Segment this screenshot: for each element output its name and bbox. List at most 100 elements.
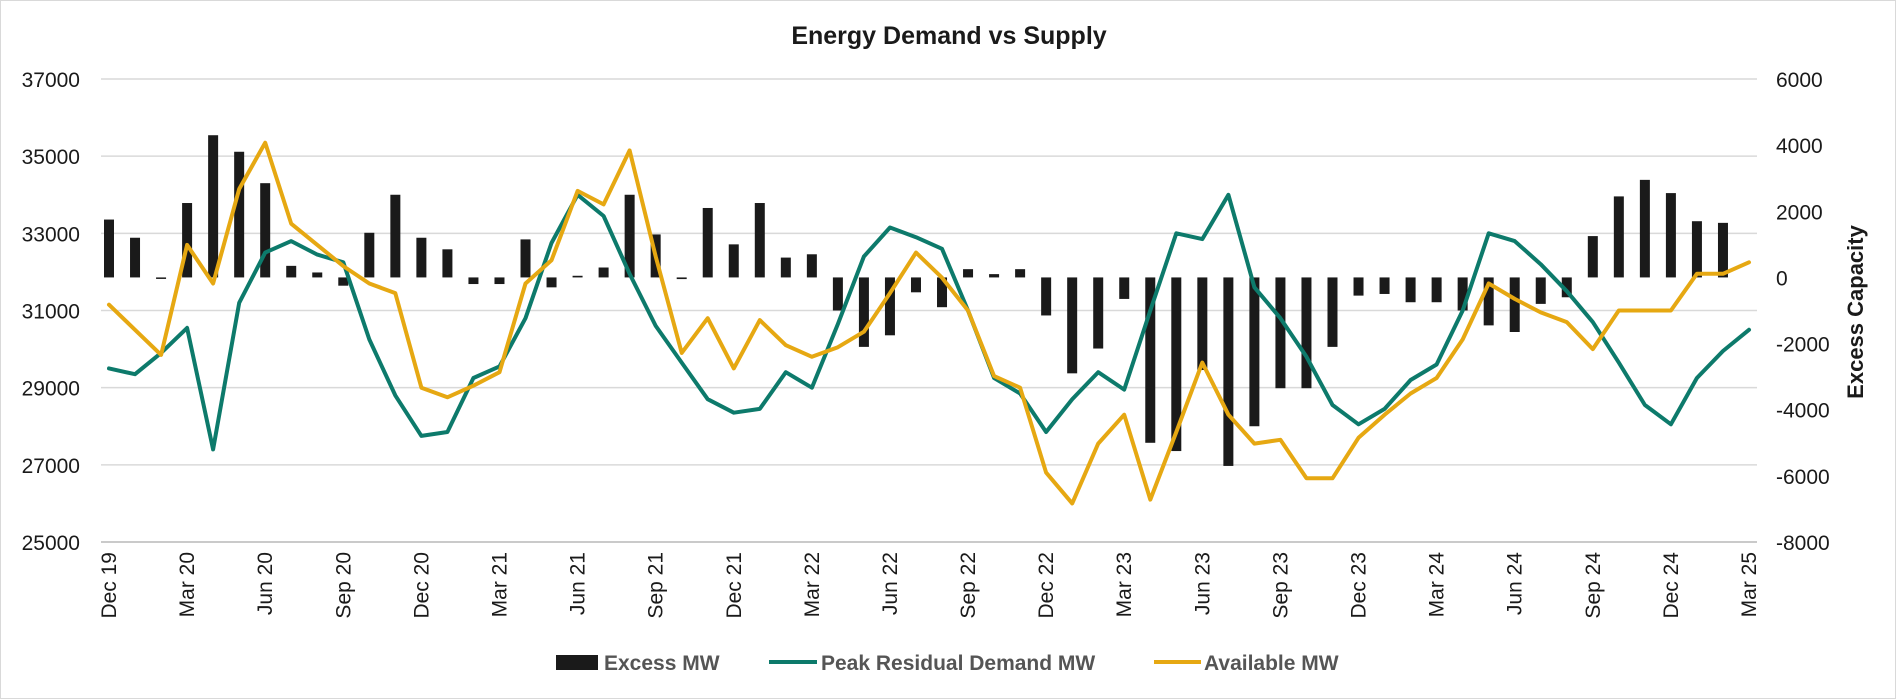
excess-bar — [1379, 277, 1390, 294]
excess-bar — [208, 135, 219, 278]
excess-bar — [572, 275, 583, 278]
excess-bar — [1015, 269, 1026, 278]
x-tick-label: Sep 21 — [645, 552, 668, 619]
excess-bar — [1613, 196, 1624, 278]
excess-bar — [780, 257, 791, 278]
excess-bar — [1119, 277, 1130, 299]
right-axis: -8000 -6000 -4000 -2000 0 2000 4000 6000 — [1776, 69, 1830, 555]
excess-bar — [963, 269, 974, 278]
right-tick-label: -4000 — [1776, 400, 1830, 423]
x-tick-label: Mar 22 — [801, 552, 824, 617]
excess-bar — [1535, 277, 1546, 304]
excess-bar — [1249, 277, 1260, 427]
x-tick-label: Sep 22 — [957, 552, 980, 619]
excess-bar — [832, 277, 843, 311]
right-tick-label: 4000 — [1776, 135, 1823, 158]
excess-bar — [1353, 277, 1364, 296]
excess-bar — [546, 277, 557, 288]
x-tick-label: Mar 21 — [489, 552, 512, 617]
legend-swatch-excess — [556, 655, 598, 670]
x-tick-label: Sep 23 — [1269, 552, 1292, 619]
excess-bar — [104, 219, 114, 278]
excess-bar — [260, 183, 271, 278]
excess-bar — [702, 207, 713, 278]
excess-bar — [130, 237, 141, 278]
excess-bar — [676, 277, 687, 280]
x-tick-label: Jun 21 — [567, 552, 590, 615]
excess-bar — [858, 277, 869, 347]
right-axis-title: Excess Capacity — [1843, 224, 1868, 398]
x-tick-label: Jun 22 — [879, 552, 902, 615]
left-tick-label: 29000 — [22, 378, 80, 401]
x-tick-label: Mar 20 — [176, 552, 199, 617]
right-tick-label: 2000 — [1776, 201, 1823, 224]
excess-bar — [1223, 277, 1234, 466]
excess-bar — [1457, 277, 1468, 311]
legend: Excess MW Peak Residual Demand MW Availa… — [556, 652, 1339, 675]
right-tick-label: -8000 — [1776, 532, 1830, 555]
excess-bar — [182, 203, 193, 278]
legend-label-excess: Excess MW — [604, 652, 720, 675]
excess-bar — [416, 237, 427, 278]
x-tick-label: Jun 24 — [1504, 552, 1527, 615]
x-tick-label: Mar 23 — [1113, 552, 1136, 617]
excess-bar — [338, 277, 349, 286]
excess-bar — [884, 277, 895, 336]
x-tick-label: Dec 19 — [98, 552, 121, 619]
excess-bar — [1145, 277, 1156, 443]
excess-bar — [1483, 277, 1494, 326]
excess-bar — [754, 203, 765, 278]
excess-bar — [1717, 222, 1728, 278]
x-tick-label: Jun 23 — [1191, 552, 1214, 615]
excess-bar — [910, 277, 921, 293]
excess-bar — [520, 239, 531, 278]
excess-bar — [598, 267, 609, 278]
x-tick-label: Dec 22 — [1035, 552, 1058, 619]
x-tick-label: Dec 21 — [723, 552, 746, 619]
excess-bar — [1691, 221, 1702, 278]
x-tick-label: Mar 25 — [1738, 552, 1761, 617]
right-tick-label: -6000 — [1776, 466, 1830, 489]
demand-line — [107, 192, 1751, 452]
excess-bar — [1067, 277, 1078, 374]
excess-bar — [1665, 193, 1676, 278]
left-tick-label: 33000 — [22, 223, 80, 246]
line-series — [107, 140, 1751, 506]
excess-bar — [1041, 277, 1052, 316]
excess-bar — [364, 232, 375, 278]
left-tick-label: 37000 — [22, 69, 80, 92]
left-tick-label: 35000 — [22, 146, 80, 169]
excess-bar — [1587, 236, 1598, 278]
excess-bar — [806, 254, 817, 278]
x-tick-label: Dec 24 — [1660, 552, 1683, 619]
excess-bar — [156, 277, 167, 279]
left-axis: 25000 27000 29000 31000 33000 35000 37000 — [22, 69, 80, 555]
excess-bar — [1509, 277, 1520, 332]
excess-bar — [1327, 277, 1338, 347]
excess-bar — [1431, 277, 1442, 303]
x-axis: Dec 19 Mar 20 Jun 20 Sep 20 Dec 20 Mar 21 Jun … — [98, 541, 1761, 619]
excess-bar — [390, 194, 401, 278]
excess-bar — [234, 151, 245, 278]
available-line — [107, 140, 1751, 506]
excess-bar — [728, 244, 739, 278]
x-tick-label: Sep 20 — [332, 552, 355, 619]
excess-bar — [1093, 277, 1104, 349]
chart-title: Energy Demand vs Supply — [791, 22, 1106, 50]
right-tick-label: 0 — [1776, 267, 1788, 290]
excess-bar — [312, 272, 323, 278]
x-tick-label: Sep 24 — [1582, 552, 1605, 619]
excess-bar — [1171, 277, 1182, 452]
excess-bar — [1561, 277, 1572, 298]
left-tick-label: 27000 — [22, 455, 80, 478]
excess-bar — [1639, 179, 1650, 278]
legend-label-available: Available MW — [1204, 652, 1339, 675]
excess-bars — [104, 135, 1728, 466]
right-tick-label: 6000 — [1776, 69, 1823, 92]
excess-bar — [1301, 277, 1312, 389]
excess-bar — [1405, 277, 1416, 303]
left-tick-label: 31000 — [22, 301, 80, 324]
x-tick-label: Jun 20 — [254, 552, 277, 615]
